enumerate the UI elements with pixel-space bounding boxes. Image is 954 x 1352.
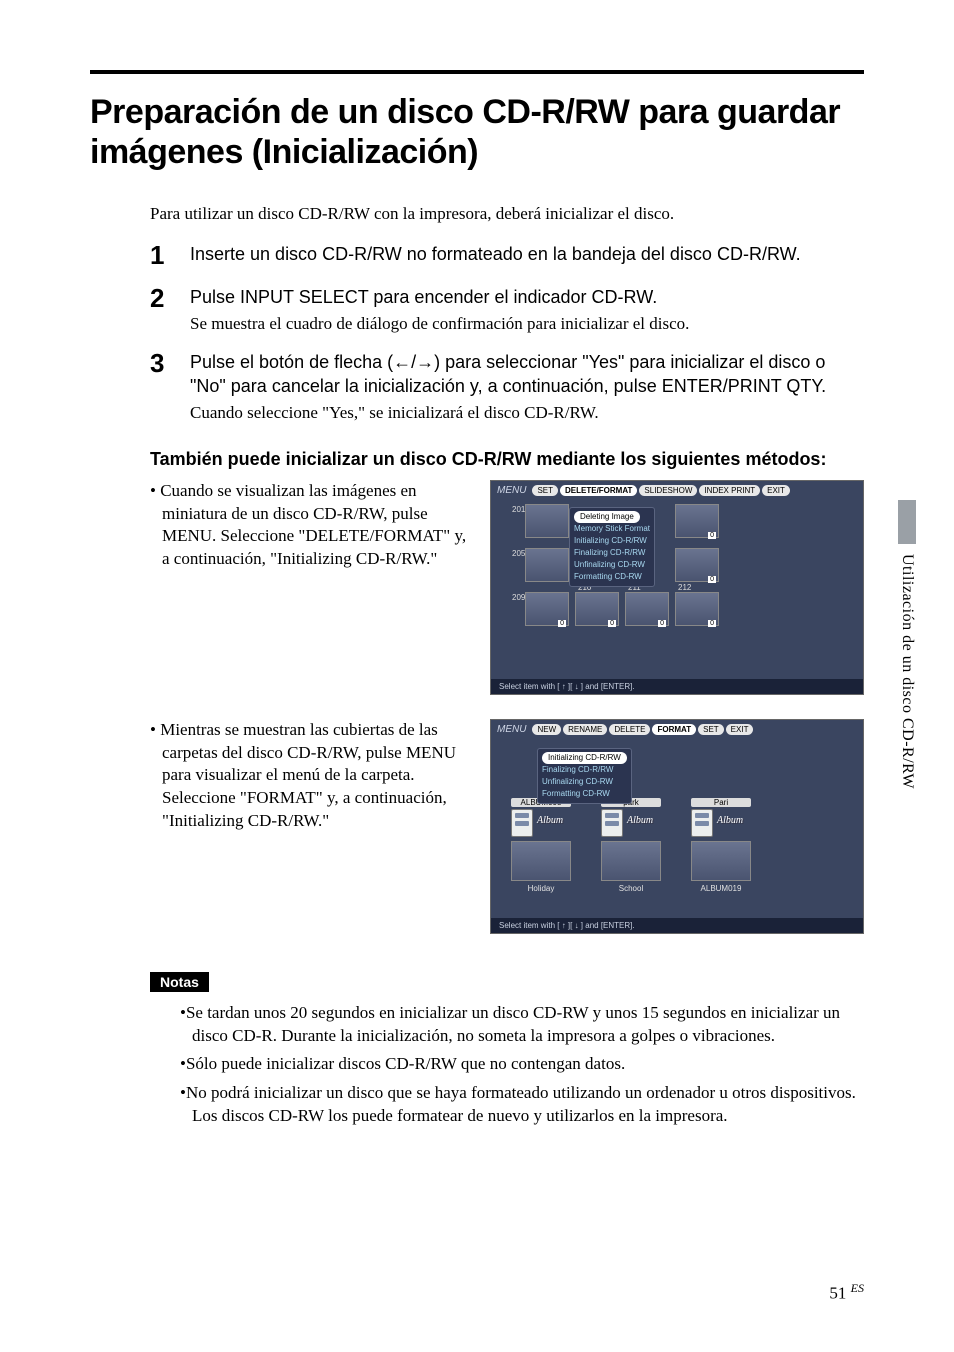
method-2-text: • Mientras se muestran las cubiertas de … — [150, 719, 470, 834]
tab-slideshow: SLIDESHOW — [639, 485, 697, 496]
dropdown-item: Formatting CD-RW — [574, 571, 650, 583]
step-3: 3 Pulse el botón de flecha (←/→) para se… — [150, 350, 864, 426]
tab-exit: EXIT — [726, 724, 754, 735]
folder-icon — [691, 809, 713, 837]
dropdown-item: Finalizing CD-R/RW — [574, 547, 650, 559]
thumbnail: 0 — [675, 504, 719, 538]
step-1: 1 Inserte un disco CD-R/RW no formateado… — [150, 242, 864, 270]
status-bar: Select item with [ ↑ ][ ↓ ] and [ENTER]. — [491, 679, 863, 694]
dropdown-item: Finalizing CD-R/RW — [542, 764, 627, 776]
tab-new: NEW — [532, 724, 561, 735]
step-number: 2 — [150, 285, 190, 336]
step-subtext: Se muestra el cuadro de diálogo de confi… — [190, 313, 864, 336]
notes-heading: Notas — [150, 972, 209, 992]
page-title: Preparación de un disco CD-R/RW para gua… — [90, 92, 864, 172]
note-item: •Sólo puede inicializar discos CD-R/RW q… — [180, 1053, 864, 1076]
methods-subhead: También puede inicializar un disco CD-R/… — [150, 447, 864, 471]
thumbnail: 2100 — [575, 592, 619, 626]
thumbnail: 201 — [525, 504, 569, 538]
thumbnail: 2120 — [675, 592, 719, 626]
thumbnail: 2110 — [625, 592, 669, 626]
section-rule — [90, 70, 864, 74]
tab-set: SET — [532, 485, 558, 496]
method-1-row: • Cuando se visualizan las imágenes en m… — [150, 480, 864, 695]
folder: Album Holiday — [511, 809, 571, 893]
folder: Album School — [601, 809, 661, 893]
folder-thumbnail — [691, 841, 751, 881]
menu-bar: MENU NEW RENAME DELETE FORMAT SET EXIT — [491, 720, 863, 737]
step-number: 3 — [150, 350, 190, 426]
dropdown-item: Unfinalizing CD-RW — [574, 559, 650, 571]
step-heading: Inserte un disco CD-R/RW no formateado e… — [190, 242, 864, 266]
menu-label: MENU — [497, 485, 526, 496]
thumbnail: 205 — [525, 548, 569, 582]
album-label: Album — [627, 815, 653, 839]
tab-set: SET — [698, 724, 724, 735]
thumbnails-grid: 201 0 205 0 2090 2100 2110 2120 — [491, 498, 863, 628]
format-dropdown: Deleting Image Memory Stick Format Initi… — [569, 507, 655, 587]
step-subtext: Cuando seleccione "Yes," se inicializará… — [190, 402, 864, 425]
tab-delete: DELETE — [609, 724, 650, 735]
screenshot-folders-menu: MENU NEW RENAME DELETE FORMAT SET EXIT I… — [490, 719, 864, 934]
thumbnail: 2090 — [525, 592, 569, 626]
dropdown-item: Unfinalizing CD-RW — [542, 776, 627, 788]
dropdown-selected: Initializing CD-R/RW — [542, 752, 627, 764]
menu-label: MENU — [497, 724, 526, 735]
intro-text: Para utilizar un disco CD-R/RW con la im… — [150, 204, 864, 224]
folder-thumbnail — [511, 841, 571, 881]
page-number: 51 ES — [829, 1281, 864, 1304]
side-tab: Utilización de un disco CD-R/RW — [894, 500, 920, 789]
screenshot-thumbnails-menu: MENU SET DELETE/FORMAT SLIDESHOW INDEX P… — [490, 480, 864, 695]
folder-name: Holiday — [511, 884, 571, 893]
album-label: Album — [537, 815, 563, 839]
tab-rename: RENAME — [563, 724, 607, 735]
folder-icon — [511, 809, 533, 837]
folder-name: School — [601, 884, 661, 893]
dropdown-item: Memory Stick Format — [574, 523, 650, 535]
status-bar: Select item with [ ↑ ][ ↓ ] and [ENTER]. — [491, 918, 863, 933]
folder-name: ALBUM019 — [691, 884, 751, 893]
folder: Pari — [691, 795, 751, 807]
menu-bar: MENU SET DELETE/FORMAT SLIDESHOW INDEX P… — [491, 481, 863, 498]
tab-index-print: INDEX PRINT — [699, 485, 760, 496]
dropdown-item: Initializing CD-R/RW — [574, 535, 650, 547]
tab-delete-format: DELETE/FORMAT — [560, 485, 637, 496]
folder: Album ALBUM019 — [691, 809, 751, 893]
folder-icon — [601, 809, 623, 837]
method-1-text: • Cuando se visualizan las imágenes en m… — [150, 480, 470, 572]
note-item: •No podrá inicializar un disco que se ha… — [180, 1082, 864, 1128]
method-2-row: • Mientras se muestran las cubiertas de … — [150, 719, 864, 934]
dropdown-item: Formatting CD-RW — [542, 788, 627, 800]
thumbnail: 0 — [675, 548, 719, 582]
step-2: 2 Pulse INPUT SELECT para encender el in… — [150, 285, 864, 336]
note-item: •Se tardan unos 20 segundos en inicializ… — [180, 1002, 864, 1048]
side-section-label: Utilización de un disco CD-R/RW — [898, 554, 916, 789]
step-number: 1 — [150, 242, 190, 270]
album-label: Album — [717, 815, 743, 839]
step-heading: Pulse el botón de flecha (←/→) para sele… — [190, 350, 864, 399]
folder-thumbnail — [601, 841, 661, 881]
tab-exit: EXIT — [762, 485, 790, 496]
dropdown-selected: Deleting Image — [574, 511, 640, 523]
step-heading: Pulse INPUT SELECT para encender el indi… — [190, 285, 864, 309]
tab-format: FORMAT — [652, 724, 696, 735]
format-dropdown: Initializing CD-R/RW Finalizing CD-R/RW … — [537, 748, 632, 804]
page-suffix: ES — [851, 1281, 864, 1295]
side-marker — [898, 500, 916, 544]
folder-row-2: Album Holiday Album School Album ALBUM01… — [491, 807, 863, 893]
